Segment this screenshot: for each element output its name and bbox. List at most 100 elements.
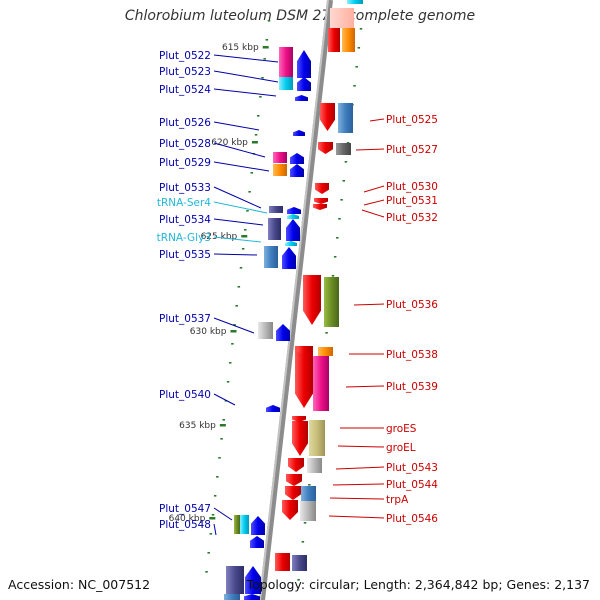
tick-dot (346, 142, 350, 144)
gene-plut-0547a[interactable] (234, 515, 240, 534)
gene-plut-0539[interactable] (313, 356, 329, 411)
gene-trpa-arrow[interactable] (285, 486, 301, 500)
label-plut-0526[interactable]: Plut_0526 (159, 117, 211, 129)
gene-trpa[interactable] (301, 486, 316, 501)
gene-plut-0526[interactable] (293, 130, 305, 136)
label-plut-0522[interactable]: Plut_0522 (159, 50, 211, 62)
label-plut-0527[interactable]: Plut_0527 (386, 144, 438, 156)
tick-dot (205, 571, 208, 573)
label-plut-0533[interactable]: Plut_0533 (159, 182, 211, 194)
gene-plut-0528-arrow[interactable] (290, 153, 304, 164)
gene-plut-0548[interactable] (250, 536, 264, 548)
label-plut-0532[interactable]: Plut_0532 (386, 212, 438, 224)
gene-plut-0522-arrow[interactable] (297, 50, 311, 78)
gene-bottom-steel[interactable] (224, 594, 240, 600)
gene-plut-0523-arrow[interactable] (297, 77, 311, 91)
major-tick (262, 46, 269, 49)
gene-plut-0536[interactable] (324, 277, 339, 327)
label-plut-0537[interactable]: Plut_0537 (159, 313, 211, 325)
gene-plut-0535[interactable] (264, 246, 278, 268)
gene-plut-0529[interactable] (273, 164, 287, 176)
gene-plut-0539-arrow[interactable] (295, 346, 313, 408)
gene-features[interactable] (224, 0, 363, 600)
gene-bottom-blue-arrow[interactable] (245, 566, 261, 594)
gene-plut-0534[interactable] (268, 218, 281, 240)
label-plut-0529[interactable]: Plut_0529 (159, 157, 211, 169)
gene-plut-0537[interactable] (258, 322, 273, 339)
gene-plut-0546[interactable] (300, 501, 316, 521)
gene-groel[interactable] (309, 420, 325, 456)
gene-plut-0523[interactable] (279, 77, 293, 90)
gene-plut-0535-arrow[interactable] (282, 247, 296, 269)
gene-plut-0538-arrow[interactable] (297, 346, 311, 355)
gene-plut-0544-arrow[interactable] (286, 474, 302, 486)
gene-labels[interactable]: Plut_0522 Plut_0523 Plut_0524 Plut_0526 Plut… (157, 50, 439, 531)
gene-plut-0534-arrow[interactable] (286, 219, 300, 241)
label-plut-0525[interactable]: Plut_0525 (386, 114, 438, 126)
genome-summary: Topology: circular; Length: 2,364,842 bp… (246, 577, 590, 592)
gene-plut-0540[interactable] (266, 405, 280, 412)
gene-bottom-slate-2[interactable] (292, 555, 307, 571)
leader-plut-0522 (213, 54, 279, 63)
gene-plut-0524[interactable] (295, 95, 308, 101)
label-trpa[interactable]: trpA (386, 494, 409, 506)
label-plut-0535[interactable]: Plut_0535 (159, 249, 211, 261)
label-trna-ser4[interactable]: tRNA-Ser4 (157, 197, 211, 209)
gene-plut-0546-arrow[interactable] (282, 500, 298, 520)
kbp-label-640: 640 kbp (169, 514, 206, 524)
gene-plut-0543[interactable] (307, 458, 322, 473)
label-plut-0548[interactable]: Plut_0548 (159, 519, 211, 531)
gene-plut-0537-arrow[interactable] (276, 324, 290, 341)
gene-plut-0538[interactable] (318, 347, 333, 356)
label-plut-0536[interactable]: Plut_0536 (386, 299, 438, 311)
gene-bottom-blue-arrow-2[interactable] (244, 594, 260, 600)
label-trna-gly3[interactable]: tRNA-Gly3 (157, 232, 211, 244)
gene-plut-0547-arrow[interactable] (251, 516, 265, 535)
label-plut-0528[interactable]: Plut_0528 (159, 138, 211, 150)
label-plut-0531[interactable]: Plut_0531 (386, 195, 438, 207)
gene-top-orange[interactable] (342, 28, 355, 52)
gene-plut-0531[interactable] (314, 198, 328, 204)
label-plut-0540[interactable]: Plut_0540 (159, 389, 211, 401)
label-plut-0544[interactable]: Plut_0544 (386, 479, 438, 491)
gene-plut-0532[interactable] (313, 204, 327, 210)
gene-bottom-red[interactable] (275, 553, 290, 571)
gene-plut-0547b[interactable] (240, 515, 249, 534)
gene-top-cyan[interactable] (347, 0, 363, 4)
major-tick (219, 424, 226, 427)
label-groes[interactable]: groES (386, 423, 417, 435)
gene-plut-0530[interactable] (315, 183, 329, 194)
gene-plut-0533[interactable] (269, 206, 283, 213)
gene-plut-0536-arrow[interactable] (303, 275, 321, 325)
label-plut-0539[interactable]: Plut_0539 (386, 381, 438, 393)
gene-plut-0528[interactable] (273, 152, 287, 163)
gene-top-red[interactable] (328, 28, 340, 52)
gene-plut-0525-arrow[interactable] (320, 103, 335, 131)
tick-dot (263, 58, 266, 60)
gene-plut-0527[interactable] (336, 143, 351, 155)
label-groel[interactable]: groEL (386, 442, 416, 454)
gene-groes[interactable] (292, 416, 306, 422)
label-plut-0546[interactable]: Plut_0546 (386, 513, 438, 525)
label-plut-0524[interactable]: Plut_0524 (159, 84, 211, 96)
gene-trna-gly3[interactable] (285, 241, 297, 246)
gene-plut-0533-arrow[interactable] (287, 207, 301, 214)
label-plut-0530[interactable]: Plut_0530 (386, 181, 438, 193)
label-plut-0543[interactable]: Plut_0543 (386, 462, 438, 474)
gene-plut-0522[interactable] (279, 47, 293, 77)
label-plut-0538[interactable]: Plut_0538 (386, 349, 438, 361)
tick-dot (231, 343, 234, 345)
gene-plut-0525[interactable] (338, 103, 353, 133)
label-plut-0523[interactable]: Plut_0523 (159, 66, 211, 78)
gene-plut-0527-arrow[interactable] (318, 142, 333, 154)
gene-groel-arrow[interactable] (292, 421, 308, 456)
gene-trna-ser4[interactable] (287, 214, 299, 219)
gene-top-peach[interactable] (330, 8, 354, 28)
gene-plut-0543-arrow[interactable] (288, 458, 304, 472)
gene-plut-0529-arrow[interactable] (290, 164, 304, 177)
label-plut-0534[interactable]: Plut_0534 (159, 214, 211, 226)
kbp-label-635: 635 kbp (179, 421, 216, 431)
gene-bottom-slate[interactable] (226, 566, 244, 594)
label-plut-0547[interactable]: Plut_0547 (159, 503, 211, 515)
